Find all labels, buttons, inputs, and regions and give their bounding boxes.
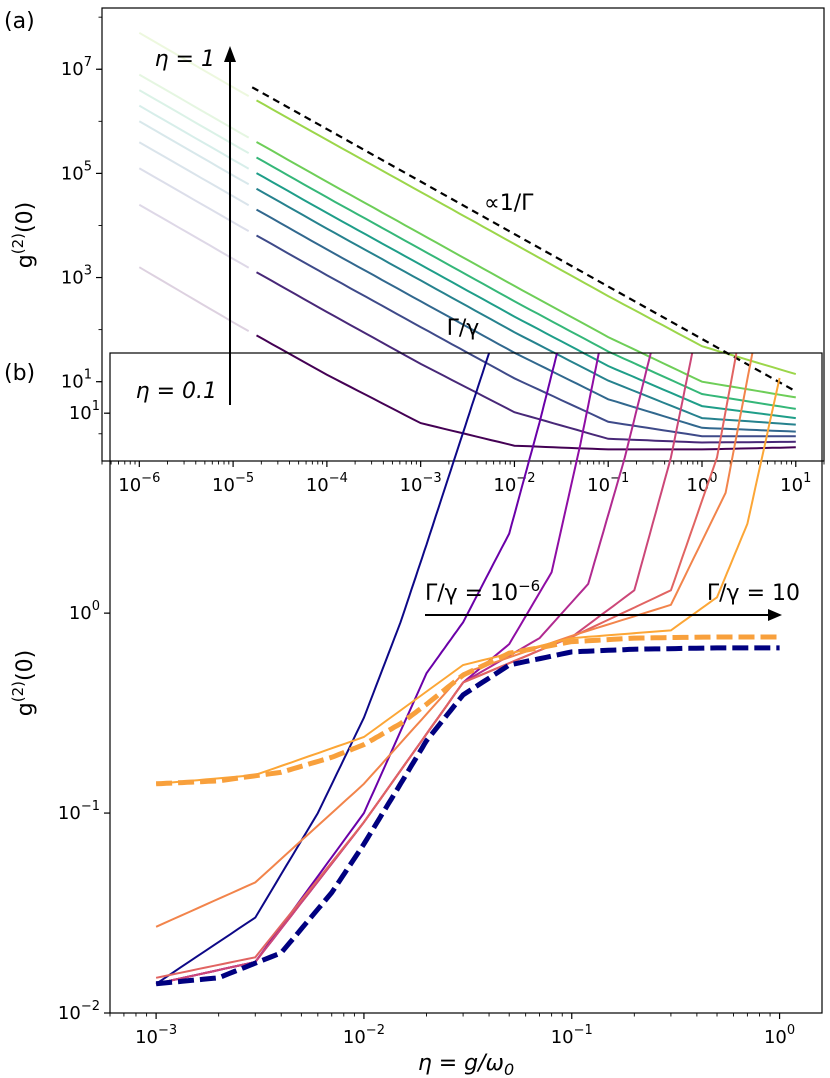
panel-b-ticks: 10−3 10−2 10−1 100 10−2 10−1 100 101 [58, 399, 795, 1048]
panel-a-series-faint [138, 73, 250, 139]
panel-b-series-line [156, 377, 781, 785]
panel-a-xtick-label: 10−2 [493, 471, 535, 496]
panel-a-series-line [256, 334, 796, 451]
panel-b-arrow-head [768, 609, 782, 621]
panel-b-frame [109, 352, 823, 1014]
panel-a-ylabel: g(2)(0) [9, 202, 38, 268]
panel-a-ytick-label: 107 [61, 55, 92, 80]
panel-a-ticks: 10−6 10−5 10−4 10−3 10−2 10−1 100 101 101 103 105 1… [61, 16, 825, 496]
panel-b-xlabel: η = g/ω0 [418, 1051, 514, 1078]
panel-a-series-faint [138, 104, 250, 170]
panel-b-ytick-label: 10−1 [58, 799, 100, 824]
panel-b-series [155, 353, 781, 987]
panel-a-series-line [256, 156, 796, 410]
panel-a-series-faint [138, 89, 250, 154]
panel-a-xtick-label: 100 [686, 471, 717, 496]
panel-b-ylabel: g(2)(0) [9, 650, 38, 716]
panel-a-ytick-label: 101 [61, 368, 92, 393]
panel-b-series-line [155, 353, 694, 985]
panel-a-label: (a) [4, 9, 35, 34]
panel-a-series-line [256, 234, 796, 438]
panel-b: 10−3 10−2 10−1 100 10−2 10−1 100 101 η = g/ω0 g… [9, 352, 823, 1078]
panel-b-xtick-label: 10−1 [551, 1023, 593, 1048]
panel-a-series-line [256, 187, 796, 426]
panel-b-ytick-label: 100 [69, 599, 100, 624]
panel-b-xtick-label: 100 [764, 1023, 795, 1048]
panel-a-ytick-label: 103 [61, 264, 92, 289]
panel-a-arrow-bottom-label: η = 0.1 [136, 379, 217, 404]
panel-b-series-line [155, 353, 738, 979]
panel-b-arrow-left-label: Γ/γ = 10−6 [425, 577, 540, 606]
panel-b-xlabel-sub: 0 [504, 1060, 514, 1078]
panel-a-xtick-label: 10−4 [306, 471, 348, 496]
panel-b-dashed-line [155, 645, 780, 987]
panel-a: 10−6 10−5 10−4 10−3 10−2 10−1 100 101 101 103 105 1… [9, 7, 825, 496]
panel-a-xtick-label: 10−5 [212, 471, 254, 496]
panel-a-frame [101, 7, 825, 462]
panel-a-series-faint [138, 167, 250, 232]
panel-a-series-faint [138, 266, 250, 332]
panel-a-fit-line [251, 86, 797, 393]
panel-b-series-line [155, 353, 491, 985]
panel-a-series-faint [138, 203, 250, 269]
panel-b-xtick-label: 10−2 [343, 1023, 385, 1048]
panel-a-arrow-top-label: η = 1 [155, 47, 215, 72]
panel-b-series-line [155, 353, 754, 928]
panel-a-series-faint [138, 141, 250, 207]
panel-b-xtick-label: 10−3 [135, 1023, 177, 1048]
panel-a-series-line [256, 141, 796, 399]
panel-a-ytick-label: 105 [61, 159, 92, 184]
panel-b-ytick-label: 101 [69, 399, 100, 424]
panel-b-arrow-right-label: Γ/γ = 10 [707, 581, 800, 606]
panel-b-ytick-label: 10−2 [58, 999, 100, 1024]
panel-b-xlabel-main: η = g/ω [418, 1051, 504, 1076]
panel-a-xtick-label: 10−1 [587, 471, 629, 496]
panel-b-plot-area [155, 353, 781, 987]
panel-a-series [138, 31, 797, 451]
panel-a-series-line [256, 208, 796, 433]
panel-a-series-line [256, 172, 796, 420]
panel-a-series-line [256, 99, 797, 376]
panel-b-label: (b) [4, 361, 35, 386]
panel-a-fit-label: ∝1/Γ [484, 191, 534, 216]
panel-a-xtick-label: 10−6 [118, 471, 160, 496]
panel-a-xtick-label: 101 [780, 471, 811, 496]
panel-a-xlabel: Γ/γ [447, 316, 480, 341]
panel-a-series-line [256, 271, 796, 444]
panel-a-arrow-head [224, 46, 236, 62]
panel-a-xtick-label: 10−3 [400, 471, 442, 496]
panel-b-dashed-line [156, 634, 780, 787]
